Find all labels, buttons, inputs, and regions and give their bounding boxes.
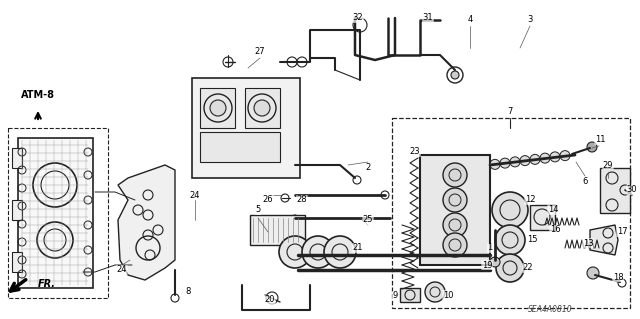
Text: SEA4A0810: SEA4A0810 <box>528 306 572 315</box>
Bar <box>530 205 555 230</box>
Text: 14: 14 <box>548 205 558 214</box>
Bar <box>18 138 93 288</box>
Text: 24: 24 <box>116 265 127 275</box>
Text: 28: 28 <box>297 196 307 204</box>
Circle shape <box>443 233 467 257</box>
Text: 25: 25 <box>363 216 373 225</box>
Text: 27: 27 <box>255 48 266 56</box>
Circle shape <box>495 225 525 255</box>
Circle shape <box>587 267 599 279</box>
Text: 1: 1 <box>488 243 493 253</box>
Circle shape <box>451 71 459 79</box>
Bar <box>12 200 22 220</box>
Bar <box>200 88 235 128</box>
Text: 23: 23 <box>410 147 420 157</box>
Circle shape <box>443 163 467 187</box>
Circle shape <box>540 153 550 163</box>
Text: 29: 29 <box>603 160 613 169</box>
Text: ATM-8: ATM-8 <box>21 90 55 100</box>
Text: 20: 20 <box>265 295 275 305</box>
Circle shape <box>550 152 560 162</box>
Text: 5: 5 <box>255 205 260 214</box>
Text: 22: 22 <box>523 263 533 272</box>
Bar <box>8 128 108 298</box>
Text: 21: 21 <box>353 243 364 253</box>
Text: FR.: FR. <box>38 279 56 289</box>
Text: 10: 10 <box>443 291 453 300</box>
Text: 3: 3 <box>527 16 532 25</box>
Polygon shape <box>118 165 175 280</box>
Bar <box>192 78 300 178</box>
Text: 30: 30 <box>627 186 637 195</box>
Bar <box>245 88 280 128</box>
Circle shape <box>302 236 334 268</box>
Circle shape <box>530 154 540 164</box>
Circle shape <box>500 158 510 168</box>
Bar <box>250 215 305 245</box>
Text: 7: 7 <box>508 108 513 116</box>
Text: 4: 4 <box>467 16 472 25</box>
Text: 18: 18 <box>612 272 623 281</box>
Circle shape <box>443 188 467 212</box>
Bar <box>600 168 630 213</box>
Bar <box>420 155 490 265</box>
Circle shape <box>425 282 445 302</box>
Text: 26: 26 <box>262 196 273 204</box>
Text: 6: 6 <box>582 177 588 187</box>
Text: 9: 9 <box>392 292 397 300</box>
Circle shape <box>510 157 520 167</box>
Text: 11: 11 <box>595 136 605 145</box>
Bar <box>200 132 280 162</box>
Circle shape <box>254 100 270 116</box>
Bar <box>400 288 420 302</box>
Circle shape <box>492 192 528 228</box>
Circle shape <box>490 160 500 169</box>
Text: 13: 13 <box>582 239 593 248</box>
Text: 2: 2 <box>365 164 371 173</box>
Circle shape <box>443 213 467 237</box>
Text: 17: 17 <box>617 227 627 236</box>
Polygon shape <box>590 225 618 255</box>
Text: 19: 19 <box>482 261 492 270</box>
Text: 24: 24 <box>189 190 200 199</box>
Circle shape <box>560 151 570 161</box>
Circle shape <box>587 142 597 152</box>
Circle shape <box>210 100 226 116</box>
Circle shape <box>279 236 311 268</box>
Bar <box>392 118 630 308</box>
Text: 12: 12 <box>525 196 535 204</box>
Circle shape <box>490 257 500 267</box>
Text: 31: 31 <box>422 13 433 23</box>
Text: 8: 8 <box>186 287 191 296</box>
Bar <box>12 148 22 168</box>
Circle shape <box>324 236 356 268</box>
Text: 32: 32 <box>353 13 364 23</box>
Text: 16: 16 <box>550 226 560 234</box>
Bar <box>12 252 22 272</box>
Circle shape <box>496 254 524 282</box>
Circle shape <box>520 156 530 166</box>
Text: 15: 15 <box>527 235 537 244</box>
